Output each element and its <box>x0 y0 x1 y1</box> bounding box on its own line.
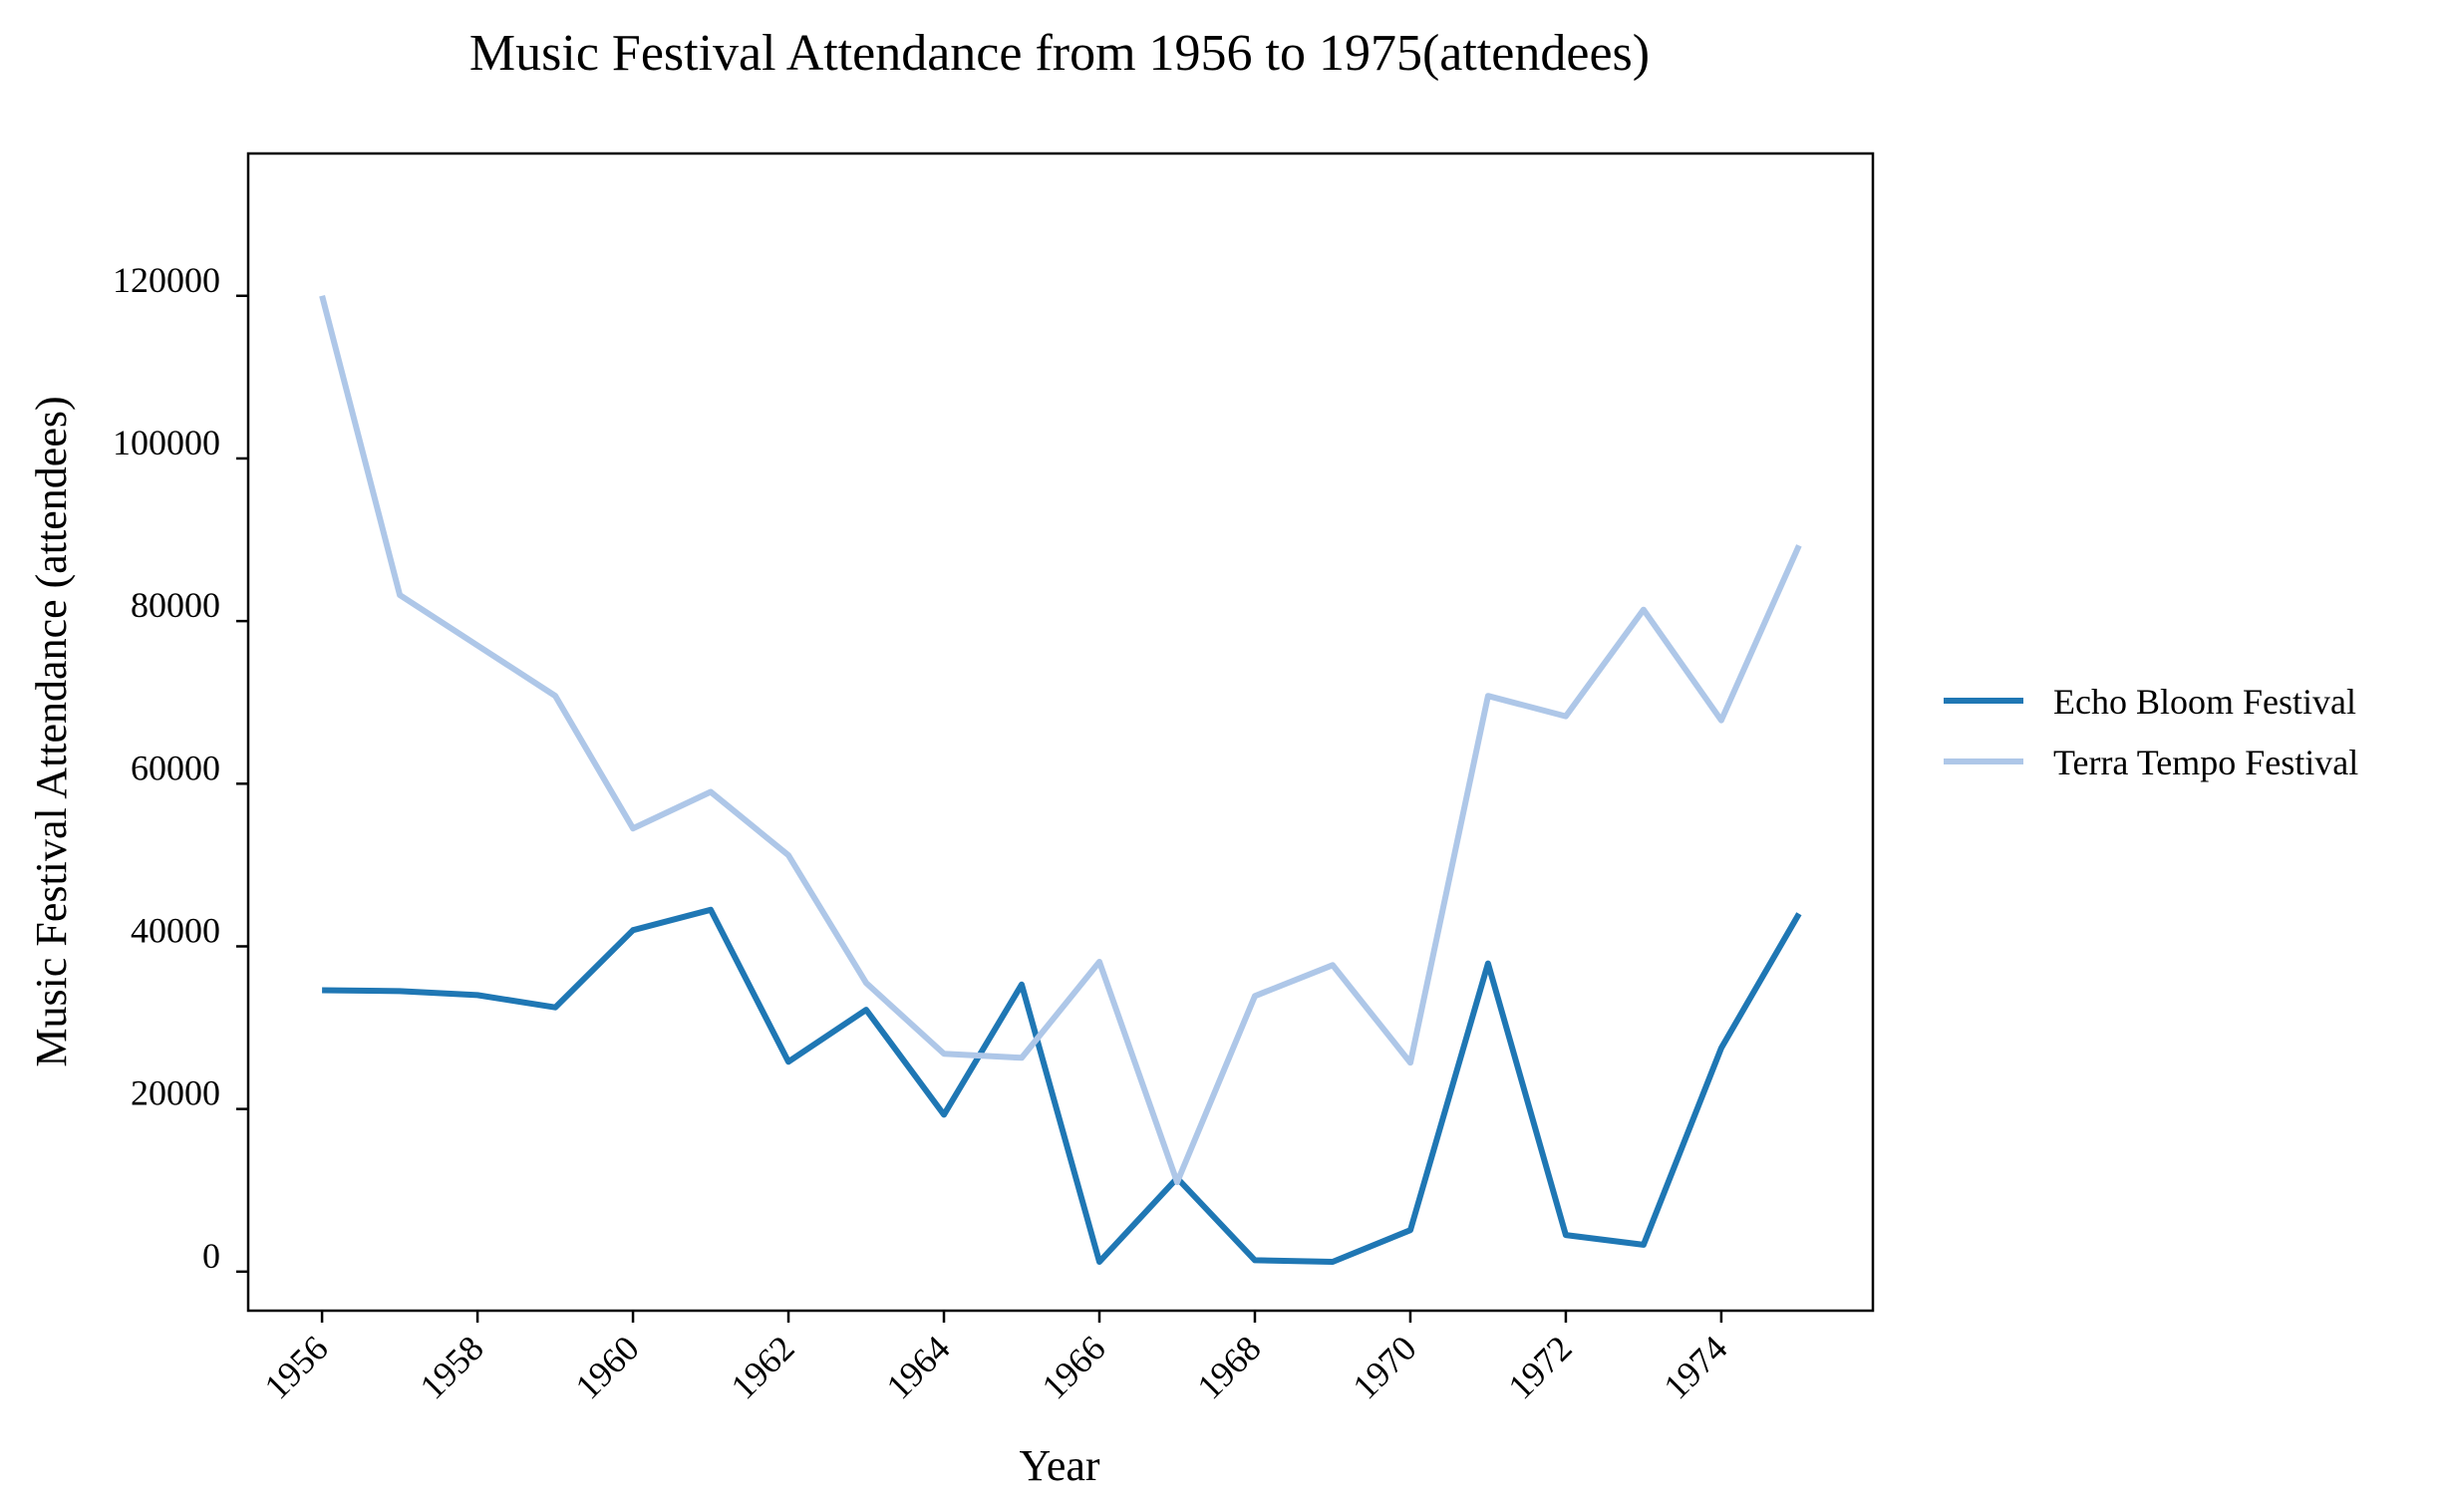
x-tick-label: 1966 <box>1034 1328 1112 1406</box>
chart-title: Music Festival Attendance from 1956 to 1… <box>469 25 1650 82</box>
y-axis-ticks: 0 20000 40000 60000 80000 100000 120000 <box>113 260 248 1276</box>
x-tick-label: 1958 <box>413 1328 491 1406</box>
y-tick-label: 80000 <box>131 585 220 625</box>
series-line-1 <box>322 906 1802 1265</box>
y-tick-label: 100000 <box>113 423 220 462</box>
series-lines <box>319 295 1802 1265</box>
y-axis-label: Music Festival Attendance (attendees) <box>27 396 76 1066</box>
x-tick-label: 1970 <box>1345 1328 1423 1406</box>
legend-label-1: Echo Bloom Festival <box>2053 682 2356 722</box>
x-tick-label: 1962 <box>723 1328 801 1406</box>
x-tick-label: 1968 <box>1189 1328 1268 1406</box>
series-line-2 <box>319 295 1802 1186</box>
legend: Echo Bloom Festival Terra Tempo Festival <box>1944 682 2358 782</box>
plot-frame <box>246 151 1875 1313</box>
x-tick-label: 1974 <box>1656 1328 1734 1406</box>
y-tick-label: 120000 <box>113 260 220 300</box>
x-axis-ticks: 1956 1958 1960 1962 1964 1966 1968 1970 1972 1974 <box>257 1311 1735 1407</box>
x-axis-label: Year <box>1019 1441 1099 1490</box>
y-tick-label: 20000 <box>131 1073 220 1113</box>
x-tick-label: 1964 <box>878 1328 957 1406</box>
x-tick-label: 1972 <box>1500 1328 1579 1406</box>
x-tick-label: 1956 <box>257 1328 336 1406</box>
x-tick-label: 1960 <box>568 1328 647 1406</box>
y-tick-label: 60000 <box>131 748 220 787</box>
y-tick-label: 40000 <box>131 910 220 950</box>
y-tick-label: 0 <box>202 1236 220 1276</box>
legend-label-2: Terra Tempo Festival <box>2053 743 2358 782</box>
